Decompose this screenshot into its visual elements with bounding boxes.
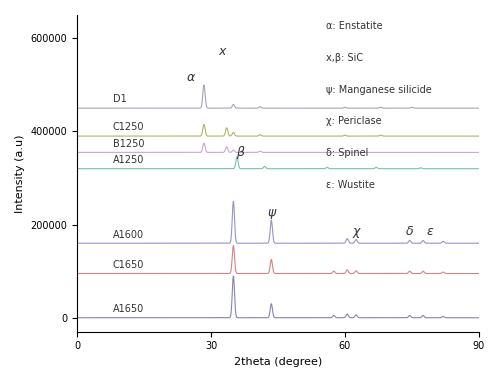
Text: χ: Periclase: χ: Periclase xyxy=(326,117,382,126)
Y-axis label: Intensity (a.u): Intensity (a.u) xyxy=(15,134,25,213)
Text: x: x xyxy=(218,45,226,58)
Text: C1650: C1650 xyxy=(113,260,144,270)
Text: A1650: A1650 xyxy=(113,304,144,314)
Text: x,β: SiC: x,β: SiC xyxy=(326,53,364,63)
Text: α: Enstatite: α: Enstatite xyxy=(326,21,383,31)
Text: α: α xyxy=(187,71,195,84)
Text: A1600: A1600 xyxy=(113,230,144,240)
Text: δ: Spinel: δ: Spinel xyxy=(326,148,368,158)
Text: D1: D1 xyxy=(113,94,126,104)
Text: ε: Wustite: ε: Wustite xyxy=(326,180,375,190)
Text: B1250: B1250 xyxy=(113,139,144,149)
Text: ε: ε xyxy=(426,225,433,238)
X-axis label: 2theta (degree): 2theta (degree) xyxy=(234,357,322,367)
Text: β: β xyxy=(236,146,244,159)
Text: C1250: C1250 xyxy=(113,122,144,133)
Text: χ: χ xyxy=(352,225,360,238)
Text: δ: δ xyxy=(406,225,413,238)
Text: ψ: ψ xyxy=(267,206,276,219)
Text: ψ: Manganese silicide: ψ: Manganese silicide xyxy=(326,85,432,95)
Text: A1250: A1250 xyxy=(113,155,144,165)
